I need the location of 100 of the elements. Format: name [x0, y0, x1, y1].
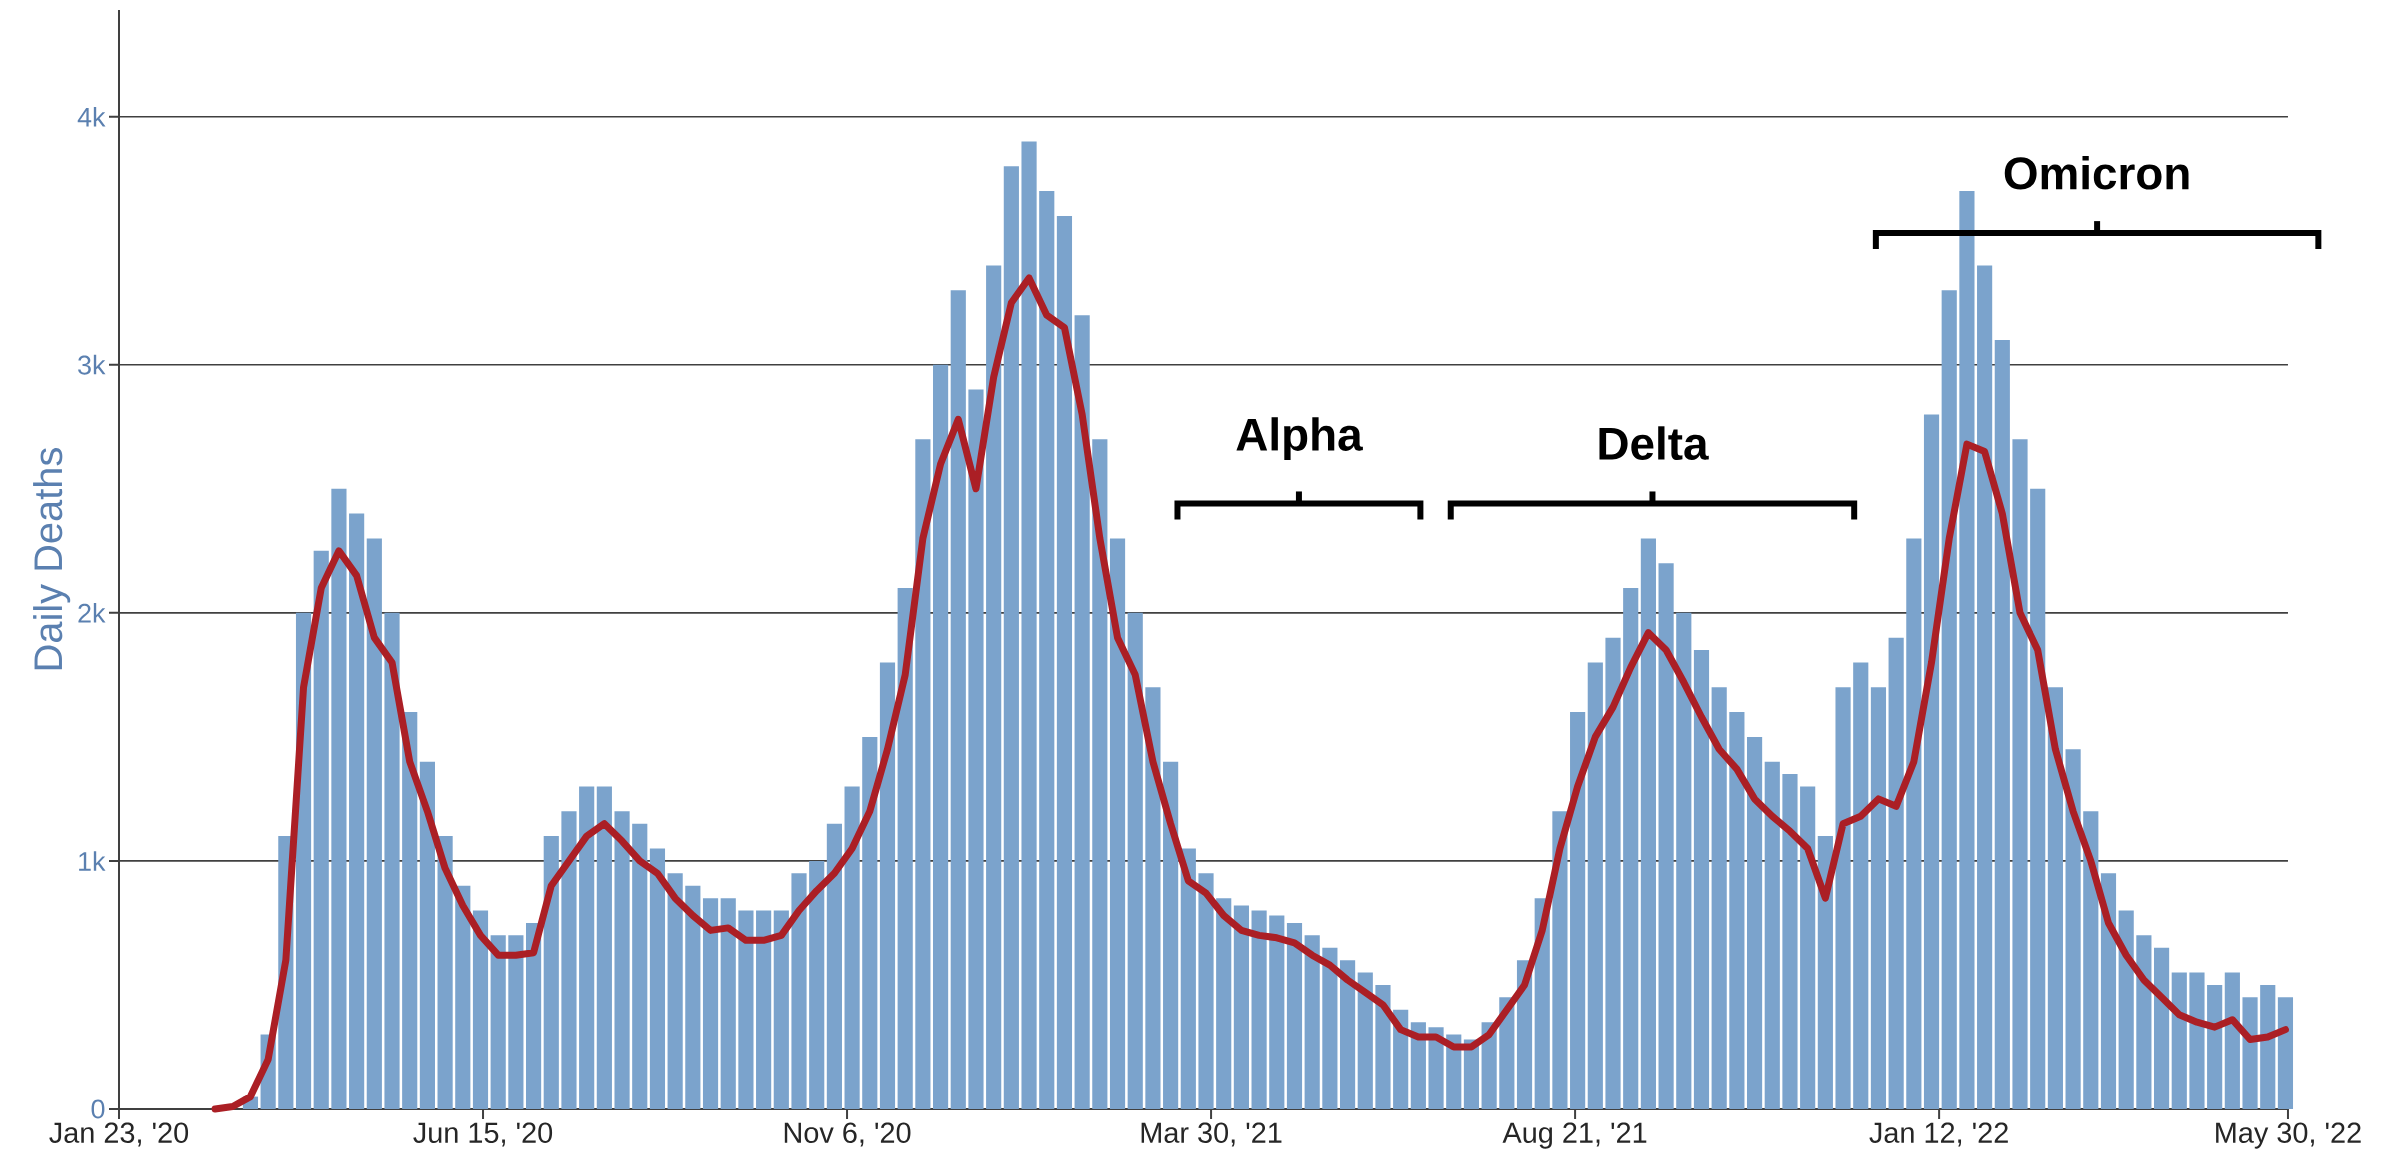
bar [1587, 662, 1603, 1109]
y-axis-title: Daily Deaths [33, 448, 71, 670]
bar [561, 811, 577, 1109]
x-tick-label: Jan 23, '20 [49, 1122, 189, 1147]
bar [791, 873, 807, 1109]
bar [1906, 538, 1922, 1109]
bar [897, 588, 913, 1109]
bar [1216, 898, 1232, 1109]
bar [2224, 972, 2240, 1109]
bar [1764, 761, 1780, 1109]
bar [437, 836, 453, 1109]
bar [1269, 915, 1285, 1109]
bar [2171, 972, 2187, 1109]
bar [596, 786, 612, 1109]
bar [614, 811, 630, 1109]
bar [1623, 588, 1639, 1109]
bar [2207, 984, 2223, 1109]
bar [2065, 749, 2081, 1109]
bar [2047, 687, 2063, 1109]
bar [1923, 414, 1940, 1109]
x-tick-label: Jan 12, '22 [1869, 1122, 2008, 1147]
bar [1251, 910, 1267, 1109]
bar [756, 910, 772, 1109]
bar [1410, 1022, 1426, 1109]
bar [384, 612, 400, 1109]
bar [1605, 637, 1621, 1109]
bar [1693, 650, 1710, 1109]
bar [2118, 910, 2134, 1109]
bar [649, 848, 666, 1109]
bar [579, 786, 595, 1109]
bar [490, 935, 506, 1109]
bar [526, 922, 542, 1109]
bar [933, 364, 949, 1109]
bar [1729, 712, 1745, 1109]
bar [1782, 774, 1798, 1109]
bar [1198, 873, 1214, 1109]
bar [313, 550, 329, 1109]
bar [1233, 905, 1249, 1109]
bar [2030, 488, 2046, 1109]
bar [915, 439, 931, 1109]
x-tick-label: Nov 6, '20 [784, 1122, 911, 1147]
bar [950, 290, 966, 1109]
y-tick-label: 2k [78, 603, 106, 623]
bar [1817, 836, 1833, 1109]
bar [862, 736, 878, 1109]
bar [1304, 935, 1320, 1109]
bar [1339, 960, 1356, 1109]
bar [331, 488, 347, 1109]
bar [2242, 997, 2258, 1109]
bar [1056, 215, 1073, 1109]
bar [1853, 662, 1869, 1109]
bar [1870, 687, 1887, 1109]
bar [879, 662, 896, 1109]
bar [685, 885, 701, 1109]
bar [2012, 439, 2028, 1109]
bar [455, 885, 471, 1109]
bar [1145, 687, 1161, 1109]
bar [1109, 538, 1126, 1109]
bar [844, 786, 860, 1109]
bar [1835, 687, 1851, 1109]
bar [2260, 984, 2276, 1109]
bar [773, 910, 789, 1109]
bar [402, 712, 418, 1109]
bar [1941, 290, 1957, 1109]
bar [366, 538, 382, 1109]
bar [2189, 972, 2205, 1109]
bar [1676, 612, 1692, 1109]
bar [826, 823, 842, 1109]
bar [968, 389, 984, 1109]
bar [738, 910, 754, 1109]
bar [1375, 984, 1391, 1109]
bar [1640, 538, 1656, 1109]
bar [2136, 935, 2152, 1109]
x-tick-label: May 30, '22 [2216, 1122, 2361, 1149]
x-tick-label: Aug 21, '21 [1502, 1122, 1647, 1149]
bar [2153, 947, 2170, 1109]
bar [2100, 873, 2117, 1109]
y-tick-label: 0 [91, 1099, 105, 1119]
annotation: Delta [1599, 426, 1709, 460]
bar [1994, 339, 2010, 1109]
bar [1977, 265, 1993, 1109]
annotation: Alpha [1236, 417, 1363, 460]
bar [1074, 315, 1090, 1109]
bar [1552, 811, 1568, 1109]
bar [2083, 811, 2099, 1109]
bar [986, 265, 1002, 1109]
bar [1711, 687, 1727, 1109]
y-tick-label: 4k [77, 106, 106, 127]
bar [632, 823, 648, 1109]
bar [1127, 612, 1143, 1109]
bar [1092, 439, 1108, 1109]
bar [472, 910, 489, 1109]
bar [720, 898, 736, 1109]
bar [1800, 786, 1816, 1109]
bar [349, 513, 365, 1109]
bar [667, 873, 683, 1109]
bar [1570, 712, 1586, 1109]
x-tick-label: Mar 30, '21 [1141, 1122, 1282, 1147]
annotation: Omicron [2004, 155, 2189, 190]
bar [1286, 922, 1303, 1109]
